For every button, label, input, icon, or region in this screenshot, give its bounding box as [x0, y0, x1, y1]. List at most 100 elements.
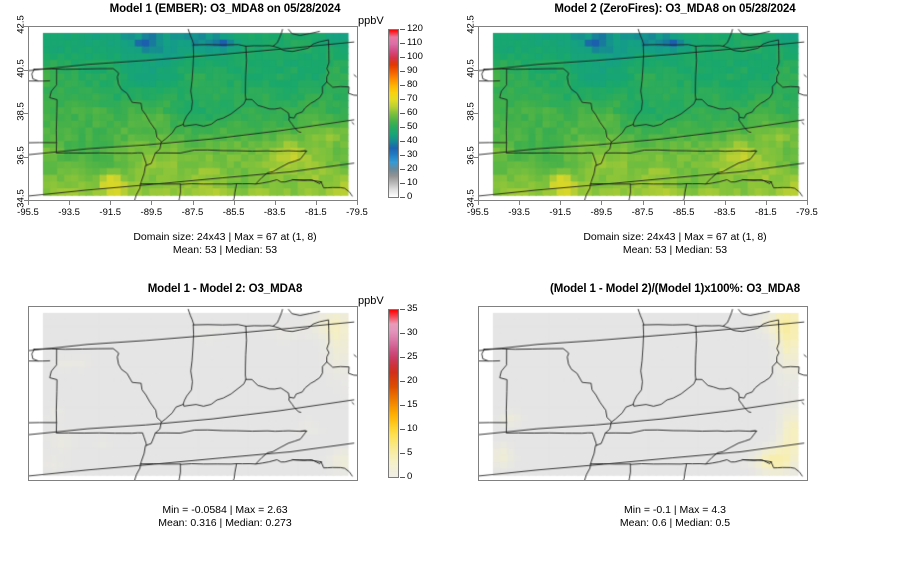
- x-axis-tick: [765, 201, 767, 205]
- y-axis-tick: [24, 26, 28, 27]
- colorbar-tick-label: 5: [407, 447, 413, 458]
- panel-stats-model1: Domain size: 24x43 | Max = 67 at (1, 8) …: [0, 231, 450, 256]
- stats-line-2: Mean: 0.6 | Median: 0.5: [619, 516, 731, 529]
- colorbar-tick-label: 50: [407, 121, 418, 132]
- panel-stats-model2: Domain size: 24x43 | Max = 67 at (1, 8) …: [450, 231, 900, 256]
- x-axis-tick: [807, 201, 808, 205]
- colorbar-tick-label: 0: [407, 471, 413, 482]
- colorbar-tick: [400, 309, 405, 310]
- panel-percent-difference: (Model 1 - Model 2)/(Model 1)x100%: O3_M…: [450, 280, 900, 561]
- x-axis-tick-label: -85.5: [672, 207, 695, 218]
- map-plot-model1: [28, 26, 358, 201]
- x-axis-tick: [28, 201, 29, 205]
- x-axis-tick: [642, 201, 644, 205]
- panel-title-model2: Model 2 (ZeroFires): O3_MDA8 on 05/28/20…: [554, 3, 796, 15]
- x-axis-tick-label: -83.5: [713, 207, 736, 218]
- x-axis-tick-label: -91.5: [99, 207, 122, 218]
- panel-stats-difference: Min = -0.0584 | Max = 2.63 Mean: 0.316 |…: [0, 504, 450, 529]
- y-axis-tick-label: 42.5: [465, 15, 477, 34]
- map-raster-model1: [29, 27, 357, 200]
- x-axis-tick-label: -95.5: [17, 207, 39, 218]
- x-axis-tick-label: -93.5: [508, 207, 530, 218]
- y-axis-tick-label: 42.5: [15, 15, 27, 34]
- x-axis-tick-label: -87.5: [181, 207, 204, 218]
- colorbar-tick: [400, 113, 405, 114]
- colorbar-tick-label: 20: [407, 375, 418, 386]
- x-axis-tick-label: -79.5: [346, 207, 368, 218]
- colorbar-tick-label: 90: [407, 65, 418, 76]
- colorbar-tick: [400, 357, 405, 358]
- map-raster-difference: [29, 307, 357, 480]
- stats-line-2: Mean: 53 | Median: 53: [172, 243, 278, 256]
- map-plot-difference: [28, 306, 358, 481]
- x-axis-tick-label: -81.5: [755, 207, 777, 218]
- colorbar-tick: [400, 453, 405, 454]
- x-axis-tick: [357, 201, 358, 205]
- panel-model2: Model 2 (ZeroFires): O3_MDA8 on 05/28/20…: [450, 0, 900, 280]
- x-axis-tick-label: -81.5: [305, 207, 327, 218]
- colorbar-tick: [400, 169, 405, 170]
- colorbar-tick: [400, 99, 405, 100]
- colorbar-tick: [400, 405, 405, 406]
- colorbar-tick: [400, 57, 405, 58]
- x-axis-tick: [274, 201, 276, 205]
- x-axis-tick-label: -83.5: [263, 207, 286, 218]
- y-axis-tick: [474, 113, 478, 114]
- colorbar-gradient: [388, 29, 399, 198]
- x-axis-tick: [110, 201, 112, 205]
- x-axis-tick: [233, 201, 235, 205]
- colorbar-tick-label: 0: [407, 191, 413, 202]
- y-axis-tick: [474, 200, 478, 201]
- colorbar-tick: [400, 141, 405, 142]
- y-axis-tick-label: 36.5: [465, 145, 477, 165]
- stats-line-1: Domain size: 24x43 | Max = 67 at (1, 8): [583, 231, 767, 243]
- colorbar-gradient: [388, 309, 399, 478]
- colorbar-tick: [400, 29, 405, 30]
- panel-title-model1: Model 1 (EMBER): O3_MDA8 on 05/28/2024: [109, 3, 341, 15]
- y-axis-tick-label: 36.5: [15, 145, 27, 165]
- x-axis-tick-label: -87.5: [631, 207, 654, 218]
- colorbar-tick: [400, 333, 405, 334]
- y-axis-tick-label: 38.5: [465, 102, 477, 121]
- x-axis-tick: [478, 201, 479, 205]
- colorbar-tick-label: 60: [407, 107, 418, 118]
- map-raster-percent-difference: [479, 307, 807, 480]
- colorbar-tick: [400, 85, 405, 86]
- x-axis-tick: [192, 201, 194, 205]
- y-axis-tick: [474, 69, 478, 71]
- colorbar-tick-label: 10: [407, 423, 418, 434]
- map-plot-percent-difference: [478, 306, 808, 481]
- colorbar-tick-label: 15: [407, 399, 418, 410]
- colorbar-tick: [400, 197, 405, 198]
- colorbar-tick-label: 30: [407, 327, 418, 338]
- x-axis-tick: [69, 201, 71, 205]
- colorbar-tick: [400, 155, 405, 156]
- stats-line-1: Domain size: 24x43 | Max = 67 at (1, 8): [133, 231, 317, 243]
- stats-line-1: Min = -0.0584 | Max = 2.63: [162, 504, 288, 516]
- map-raster-model2: [479, 27, 807, 200]
- panel-stats-percent-difference: Min = -0.1 | Max = 4.3 Mean: 0.6 | Media…: [450, 504, 900, 529]
- colorbar-tick-label: 80: [407, 79, 418, 90]
- x-axis-tick: [519, 201, 521, 205]
- x-axis-tick-label: -93.5: [58, 207, 80, 218]
- colorbar-tick-label: 120: [407, 23, 423, 34]
- y-axis-tick: [474, 26, 478, 27]
- stats-line-1: Min = -0.1 | Max = 4.3: [624, 504, 726, 516]
- y-axis-tick-label: 34.5: [465, 189, 477, 208]
- x-axis-tick: [601, 201, 603, 205]
- colorbar-tick: [400, 477, 405, 478]
- y-axis-tick-label: 38.5: [15, 102, 27, 121]
- x-axis-tick-label: -89.5: [590, 207, 613, 218]
- y-axis-tick-label: 40.5: [465, 58, 477, 78]
- x-axis-tick-label: -79.5: [796, 207, 818, 218]
- colorbar-tick-label: 30: [407, 149, 418, 160]
- y-axis-tick: [24, 200, 28, 201]
- colorbar-tick-label: 25: [407, 351, 418, 362]
- colorbar-tick-label: 100: [407, 51, 423, 62]
- y-axis-tick-label: 40.5: [15, 58, 27, 78]
- colorbar-tick: [400, 429, 405, 430]
- x-axis-tick: [724, 201, 726, 205]
- colorbar-tick-label: 110: [407, 37, 423, 48]
- panel-title-percent-difference: (Model 1 - Model 2)/(Model 1)x100%: O3_M…: [549, 283, 801, 295]
- colorbar-units-label: ppbV: [358, 15, 384, 27]
